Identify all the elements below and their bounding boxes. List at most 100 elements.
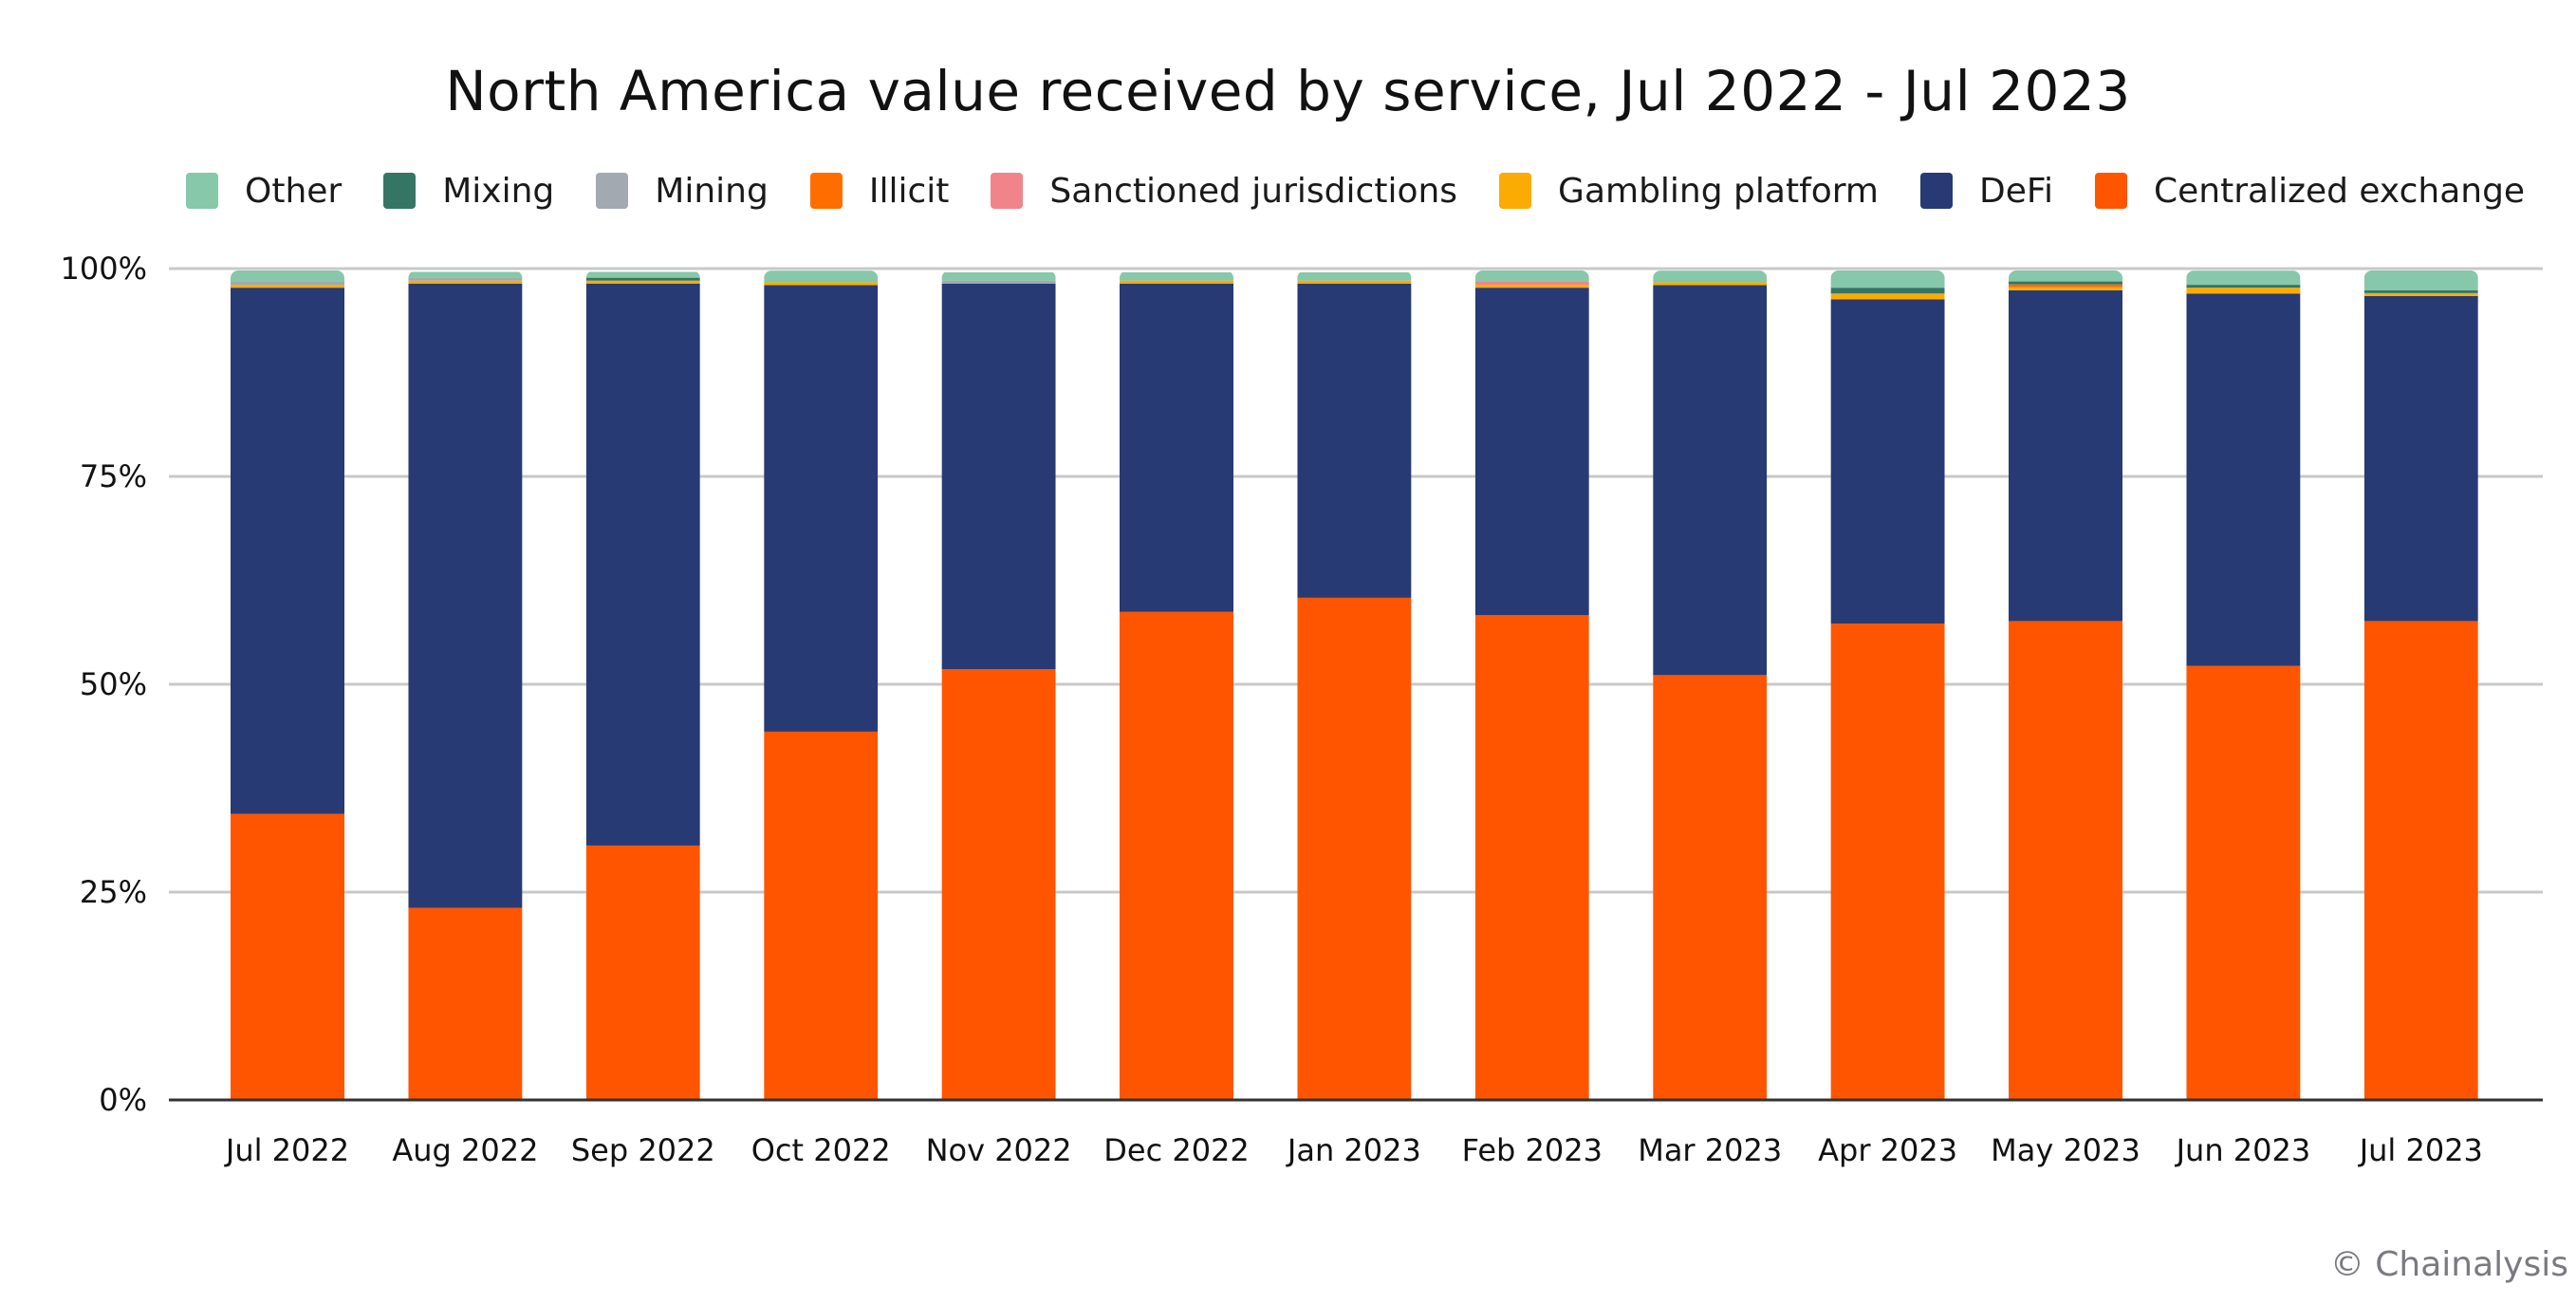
bar-segment-other[interactable] (764, 270, 879, 283)
bar-segment-gambling-platform[interactable] (1120, 280, 1233, 284)
bar-segment-centralized-exchange[interactable] (585, 845, 700, 1100)
bar-segment-defi[interactable] (1830, 299, 1945, 624)
bar-stack (2009, 270, 2122, 1100)
bar-segment-other[interactable] (1830, 270, 1945, 289)
bar-segment-other[interactable] (231, 270, 344, 283)
bar-segment-defi[interactable] (231, 288, 344, 814)
bar-segment-gambling-platform[interactable] (764, 282, 879, 286)
bar-segment-defi[interactable] (2363, 295, 2478, 622)
bar-segment-mining[interactable] (941, 280, 1056, 284)
bar-segment-defi[interactable] (408, 283, 523, 908)
bar-segment-centralized-exchange[interactable] (1297, 597, 1412, 1100)
bar-stack (1653, 270, 1768, 1100)
y-tick-label: 100% (61, 251, 147, 287)
x-tick-label: Mar 2023 (1638, 1132, 1782, 1168)
bar-segment-other[interactable] (2009, 270, 2122, 282)
bar-segment-mixing[interactable] (585, 277, 700, 281)
bar-segment-other[interactable] (1653, 270, 1768, 283)
bar-segment-defi[interactable] (1297, 283, 1412, 598)
legend-item-other[interactable]: Other (186, 172, 342, 211)
bar-segment-centralized-exchange[interactable] (1653, 675, 1768, 1100)
bar-segment-other[interactable] (2363, 270, 2478, 290)
y-tick-label: 50% (80, 666, 147, 702)
bar-segment-defi[interactable] (764, 285, 879, 732)
bar-segment-defi[interactable] (1120, 283, 1233, 612)
bar-segment-other[interactable] (1474, 270, 1589, 283)
bar-segment-gambling-platform[interactable] (2186, 288, 2301, 294)
legend-swatch-other (186, 173, 218, 209)
chart-title: North America value received by service,… (445, 59, 2131, 123)
bar-segment-defi[interactable] (1474, 288, 1589, 616)
legend-swatch-centralized-exchange (2094, 173, 2127, 209)
x-axis-ticks: Jul 2022 Aug 2022 Sep 2022 Oct 2022 Nov 2022… (224, 1132, 2483, 1168)
bar-stack (941, 271, 1056, 1100)
legend-item-sanctioned-jurisdictions[interactable]: Sanctioned jurisdictions (991, 172, 1457, 211)
bar-stack (1830, 270, 1945, 1100)
bar-segment-centralized-exchange[interactable] (408, 907, 523, 1100)
bar-segment-gambling-platform[interactable] (2009, 287, 2122, 290)
y-tick-label: 25% (80, 874, 147, 910)
legend-swatch-mining (596, 173, 629, 209)
bar-stack (764, 270, 879, 1100)
bar-segment-defi[interactable] (941, 283, 1056, 670)
x-tick-label: Dec 2022 (1103, 1132, 1250, 1168)
legend-item-centralized-exchange[interactable]: Centralized exchange (2094, 171, 2526, 211)
bar-segment-gambling-platform[interactable] (231, 285, 344, 289)
bar-segment-centralized-exchange[interactable] (2009, 621, 2122, 1100)
bar-segment-centralized-exchange[interactable] (764, 731, 879, 1100)
bar-segment-gambling-platform[interactable] (2363, 292, 2478, 296)
y-axis-ticks: 0% 25% 50% 75% 100% (61, 251, 147, 1118)
bar-stack (1297, 271, 1412, 1100)
legend-swatch-gambling-platform (1499, 173, 1532, 209)
bars (231, 270, 2478, 1100)
bar-segment-other[interactable] (408, 271, 523, 278)
bar-segment-gambling-platform[interactable] (1474, 285, 1589, 289)
bar-segment-defi[interactable] (2186, 293, 2301, 666)
bar-segment-gambling-platform[interactable] (1653, 282, 1768, 286)
bar-segment-centralized-exchange[interactable] (231, 813, 344, 1100)
bar-stack (585, 271, 700, 1100)
bar-segment-gambling-platform[interactable] (408, 280, 523, 284)
bar-segment-defi[interactable] (585, 283, 700, 846)
bar-segment-centralized-exchange[interactable] (2363, 621, 2478, 1100)
bar-segment-mixing[interactable] (2009, 281, 2122, 285)
legend-swatch-mixing (383, 173, 417, 209)
bar-stack (231, 270, 344, 1100)
bar-segment-other[interactable] (941, 271, 1056, 281)
x-tick-label: Sep 2022 (571, 1132, 715, 1168)
bar-segment-mining[interactable] (231, 282, 344, 286)
bar-segment-mixing[interactable] (2186, 285, 2301, 289)
bar-segment-sanctioned-jurisdictions[interactable] (1474, 282, 1589, 286)
bar-segment-mixing[interactable] (2363, 289, 2478, 293)
y-tick-label: 75% (80, 458, 147, 494)
bar-segment-other[interactable] (1297, 271, 1412, 281)
bar-segment-gambling-platform[interactable] (585, 280, 700, 284)
bar-segment-other[interactable] (1120, 271, 1233, 281)
legend-item-gambling-platform[interactable]: Gambling platform (1499, 172, 1879, 211)
legend-item-defi[interactable]: DeFi (1920, 172, 2053, 211)
legend-label: Mining (655, 171, 769, 211)
x-tick-label: Apr 2023 (1818, 1132, 1957, 1168)
legend-item-mining[interactable]: Mining (596, 172, 769, 211)
bar-segment-centralized-exchange[interactable] (2186, 665, 2301, 1100)
legend-item-mixing[interactable]: Mixing (383, 172, 554, 211)
bar-segment-defi[interactable] (1653, 285, 1768, 676)
bar-segment-gambling-platform[interactable] (1830, 293, 1945, 300)
legend-label: Other (245, 171, 343, 211)
bar-segment-mixing[interactable] (1830, 288, 1945, 294)
bar-segment-centralized-exchange[interactable] (1120, 611, 1233, 1100)
bar-segment-centralized-exchange[interactable] (941, 669, 1056, 1100)
legend-label: Mixing (442, 171, 555, 211)
x-tick-label: Jan 2023 (1286, 1132, 1421, 1168)
legend-label: Centralized exchange (2153, 171, 2526, 211)
bar-segment-other[interactable] (585, 271, 700, 278)
bar-segment-centralized-exchange[interactable] (1474, 615, 1589, 1100)
bar-segment-centralized-exchange[interactable] (1830, 624, 1945, 1100)
bar-segment-other[interactable] (2186, 270, 2301, 286)
bar-segment-gambling-platform[interactable] (1297, 280, 1412, 284)
bar-segment-defi[interactable] (2009, 289, 2122, 622)
legend-item-illicit[interactable]: Illicit (809, 172, 949, 211)
bar-segment-mining[interactable] (408, 277, 523, 281)
x-tick-label: May 2023 (1991, 1132, 2140, 1168)
bar-segment-illicit[interactable] (2009, 284, 2122, 288)
